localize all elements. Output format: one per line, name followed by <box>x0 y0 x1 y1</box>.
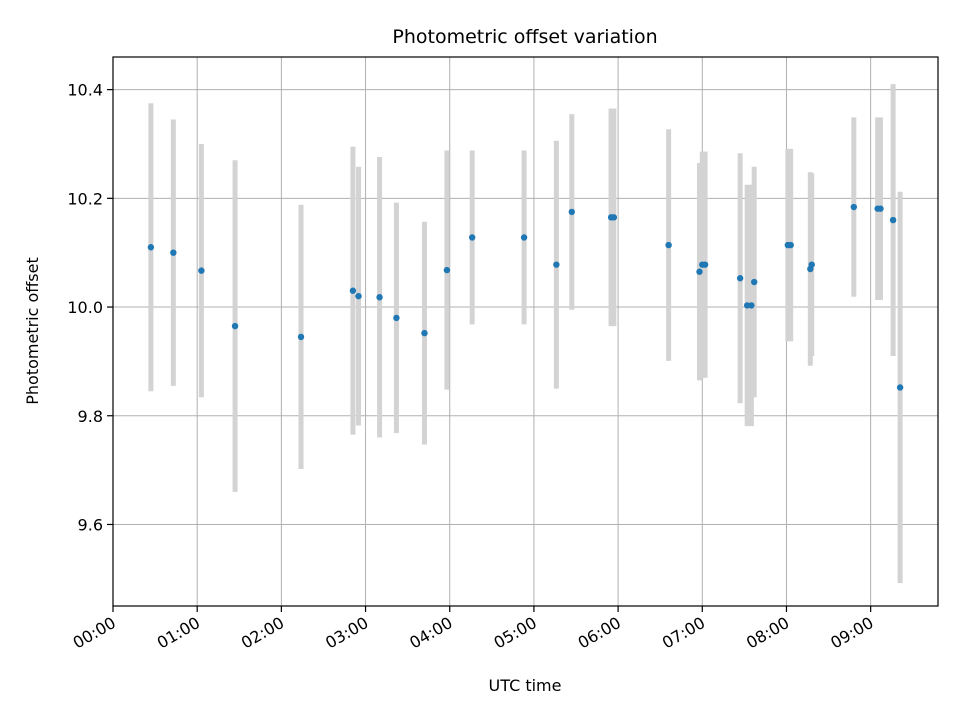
data-point <box>147 244 155 251</box>
plot-frame <box>112 56 939 607</box>
data-point <box>696 268 703 275</box>
x-tick-label: 02:00 <box>238 613 287 653</box>
data-points <box>147 203 904 391</box>
data-point <box>568 208 576 216</box>
y-tick-label: 9.8 <box>78 407 103 426</box>
data-point <box>443 266 451 274</box>
data-point <box>850 203 858 211</box>
data-point <box>896 384 904 391</box>
x-tick-label: 03:00 <box>322 613 371 653</box>
data-point <box>750 278 758 286</box>
data-point <box>610 214 618 221</box>
x-tick-label: 05:00 <box>490 613 539 653</box>
data-point <box>468 234 476 241</box>
data-point <box>553 261 560 268</box>
data-point <box>889 216 897 224</box>
data-point <box>355 292 362 300</box>
data-point <box>231 322 239 330</box>
data-point <box>421 329 428 337</box>
y-tick-label: 10.4 <box>67 81 103 100</box>
x-tick-label: 04:00 <box>406 613 455 653</box>
data-point <box>376 294 383 301</box>
x-axis-ticks: 00:00 01:00 02:00 03:00 04:00 05:00 06:00 07:00… <box>70 606 877 653</box>
data-point <box>701 261 709 268</box>
data-point <box>198 267 205 274</box>
data-point <box>808 261 815 268</box>
data-point <box>787 241 794 249</box>
data-point <box>665 241 672 249</box>
data-point <box>297 333 305 341</box>
data-point <box>748 302 755 309</box>
data-point <box>877 205 884 212</box>
y-tick-label: 9.6 <box>78 515 103 534</box>
chart-title: Photometric offset variation <box>392 26 657 48</box>
x-tick-label: 00:00 <box>70 613 119 653</box>
data-point <box>393 314 400 322</box>
x-tick-label: 09:00 <box>827 613 876 653</box>
x-axis-label: UTC time <box>489 676 562 695</box>
x-tick-label: 01:00 <box>154 613 203 653</box>
y-axis-ticks: 9.6 9.8 10.0 10.2 10.4 <box>67 81 113 534</box>
data-point <box>349 287 357 294</box>
x-tick-label: 06:00 <box>575 613 624 653</box>
x-tick-label: 07:00 <box>659 613 708 653</box>
data-point <box>736 275 744 282</box>
x-tick-label: 08:00 <box>743 613 792 653</box>
y-tick-label: 10.0 <box>67 298 103 317</box>
y-axis-label: Photometric offset <box>23 257 42 405</box>
data-point <box>170 249 177 256</box>
y-tick-label: 10.2 <box>67 189 103 208</box>
data-point <box>520 234 528 241</box>
error-bars <box>148 84 903 584</box>
